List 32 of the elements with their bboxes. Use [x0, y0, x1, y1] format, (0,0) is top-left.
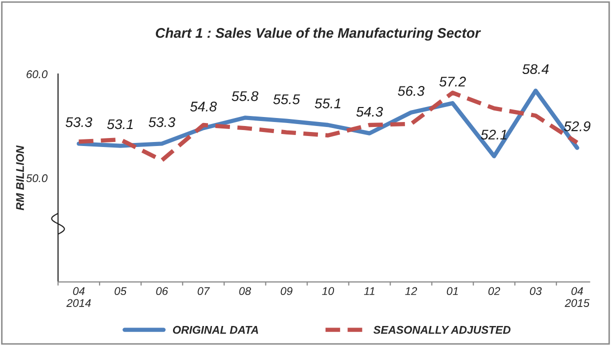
x-tick-label: 04 2015: [564, 287, 590, 307]
data-label: 54.3: [356, 106, 383, 117]
x-tick-label: 10: [322, 287, 334, 296]
data-label: 57.2: [439, 76, 466, 87]
x-tick-label: 03: [530, 287, 542, 296]
x-tick-label: 07: [198, 287, 210, 296]
data-label: 55.8: [232, 91, 258, 102]
x-tick-label: 05: [114, 287, 127, 296]
data-label: 54.8: [190, 102, 217, 112]
chart-title: Chart 1 : Sales Value of the Manufacturing Sector: [156, 28, 481, 41]
x-tick-label: 04 2014: [66, 287, 91, 307]
x-tick-label: 08: [239, 287, 252, 296]
data-label: 53.1: [107, 119, 133, 130]
data-label: 52.9: [564, 121, 590, 132]
y-axis-title: RM BILLION: [16, 145, 24, 210]
x-tick-label: 06: [156, 287, 168, 296]
x-tick-label: 11: [364, 287, 374, 295]
legend-label: SEASONALLY ADJUSTED: [373, 326, 510, 334]
data-label: 55.5: [273, 94, 300, 104]
data-label: 52.1: [480, 130, 506, 140]
data-label: 56.3: [398, 86, 424, 96]
data-label: 58.4: [522, 64, 549, 74]
data-label: 53.3: [148, 117, 176, 128]
legend-label: ORIGINAL DATA: [172, 326, 258, 334]
data-label: 53.3: [66, 117, 92, 128]
x-tick-label: 09: [280, 287, 292, 296]
x-tick-label: 02: [488, 287, 500, 296]
y-tick-label: 60.0: [26, 70, 48, 78]
data-label: 55.1: [314, 98, 340, 108]
x-tick-label: 12: [405, 287, 418, 295]
y-tick-label: 50.0: [26, 174, 48, 182]
x-tick-label: 01: [446, 287, 458, 296]
